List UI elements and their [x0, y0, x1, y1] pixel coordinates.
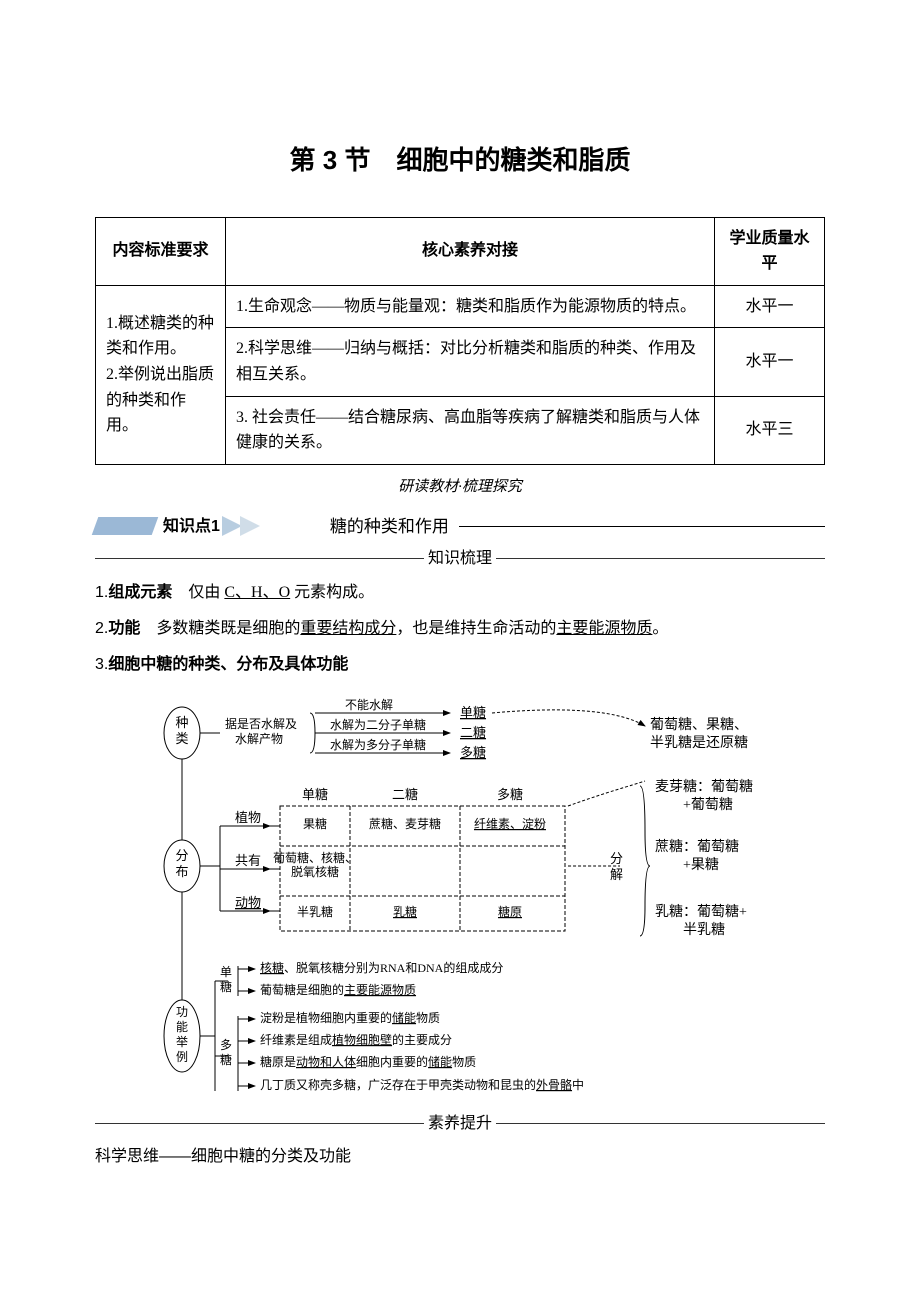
svg-text:脱氧核糖: 脱氧核糖 [291, 864, 339, 879]
th-level: 学业质量水平 [715, 217, 825, 285]
svg-text:葡萄糖是细胞的主要能源物质: 葡萄糖是细胞的主要能源物质 [260, 982, 416, 997]
svg-text:共有: 共有 [235, 853, 261, 868]
svg-text:葡萄糖、果糖、: 葡萄糖、果糖、 [650, 717, 748, 733]
th-requirement: 内容标准要求 [96, 217, 226, 285]
svg-text:单糖: 单糖 [302, 787, 328, 802]
knowledge-bar: 知识点1 糖的种类和作用 [95, 513, 825, 540]
svg-text:半乳糖: 半乳糖 [655, 922, 725, 938]
kb-underline [459, 526, 825, 527]
svg-text:纤维素、淀粉: 纤维素、淀粉 [474, 817, 546, 831]
svg-text:半乳糖是还原糖: 半乳糖是还原糖 [650, 735, 748, 751]
svg-text:植物: 植物 [235, 810, 261, 825]
page-title: 第 3 节 细胞中的糖类和脂质 [95, 140, 825, 182]
td-mid-2: 3. 社会责任——结合糖尿病、高血脂等疾病了解糖类和脂质与人体健康的关系。 [226, 396, 715, 464]
triangle-icon-2 [240, 516, 260, 536]
svg-text:多糖: 多糖 [497, 787, 523, 802]
svg-text:多糖: 多糖 [460, 745, 486, 760]
svg-text:种: 种 [175, 715, 188, 730]
svg-text:单糖: 单糖 [460, 705, 486, 720]
svg-text:类: 类 [175, 731, 188, 746]
sub-label-2: 素养提升 [424, 1111, 496, 1137]
svg-text:核糖、脱氧核糖分别为RNA和DNA的组成成分: 核糖、脱氧核糖分别为RNA和DNA的组成成分 [260, 960, 503, 975]
standards-table: 内容标准要求 核心素养对接 学业质量水平 1.概述糖类的种类和作用。 2.举例说… [95, 217, 825, 465]
td-right-2: 水平三 [715, 396, 825, 464]
sub-divider-1: 知识梳理 [95, 546, 825, 572]
svg-text:能: 能 [176, 1020, 188, 1034]
svg-text:二糖: 二糖 [460, 725, 486, 740]
para-1: 1.组成元素 仅由 C、H、O 元素构成。 [95, 578, 825, 608]
last-line: 科学思维——细胞中糖的分类及功能 [95, 1142, 825, 1172]
svg-text:水解产物: 水解产物 [235, 732, 283, 746]
svg-text:乳糖：葡萄糖+: 乳糖：葡萄糖+ [655, 904, 747, 920]
td-right-1: 水平一 [715, 328, 825, 396]
svg-text:葡萄糖、核糖、: 葡萄糖、核糖、 [273, 850, 357, 865]
kb-block-icon [92, 517, 159, 535]
th-core: 核心素养对接 [226, 217, 715, 285]
svg-text:几丁质又称壳多糖，广泛存在于甲壳类动物和昆虫的外骨骼中: 几丁质又称壳多糖，广泛存在于甲壳类动物和昆虫的外骨骼中 [260, 1077, 584, 1092]
svg-text:多: 多 [220, 1038, 232, 1052]
svg-text:半乳糖: 半乳糖 [297, 904, 333, 919]
svg-text:糖: 糖 [220, 1052, 232, 1067]
td-mid-1: 2.科学思维——归纳与概括：对比分析糖类和脂质的种类、作用及相互关系。 [226, 328, 715, 396]
td-left: 1.概述糖类的种类和作用。 2.举例说出脂质的种类和作用。 [96, 285, 226, 464]
svg-text:举: 举 [176, 1035, 188, 1049]
svg-text:糖原: 糖原 [498, 904, 522, 919]
svg-text:果糖: 果糖 [303, 816, 327, 831]
para-2: 2.功能 多数糖类既是细胞的重要结构成分，也是维持生命活动的主要能源物质。 [95, 614, 825, 644]
svg-text:分: 分 [610, 851, 623, 866]
knowledge-label: 知识点1 [163, 514, 220, 540]
svg-text:二糖: 二糖 [392, 787, 418, 802]
svg-text:解: 解 [610, 867, 623, 882]
svg-text:据是否水解及: 据是否水解及 [225, 717, 297, 731]
svg-text:不能水解: 不能水解 [345, 698, 393, 712]
svg-text:+葡萄糖: +葡萄糖 [655, 797, 733, 813]
svg-text:分: 分 [175, 848, 188, 863]
diagram: 种 类 分 布 功 能 举 例 据是否水解及 水解产物 不能水解 单糖 水解为二… [95, 691, 825, 1101]
sub-label-1: 知识梳理 [424, 546, 496, 572]
knowledge-title: 糖的种类和作用 [330, 513, 449, 540]
td-right-0: 水平一 [715, 285, 825, 328]
svg-text:水解为多分子单糖: 水解为多分子单糖 [330, 737, 426, 752]
sub-divider-2: 素养提升 [95, 1111, 825, 1137]
svg-text:麦芽糖：葡萄糖: 麦芽糖：葡萄糖 [655, 779, 753, 795]
svg-text:乳糖: 乳糖 [393, 904, 417, 919]
td-mid-0: 1.生命观念——物质与能量观：糖类和脂质作为能源物质的特点。 [226, 285, 715, 328]
svg-text:水解为二分子单糖: 水解为二分子单糖 [330, 717, 426, 732]
para-3: 3.细胞中糖的种类、分布及具体功能 [95, 650, 825, 680]
svg-text:单: 单 [220, 965, 232, 979]
svg-text:+果糖: +果糖 [655, 857, 719, 873]
svg-text:蔗糖：葡萄糖: 蔗糖：葡萄糖 [655, 839, 739, 855]
svg-text:蔗糖、麦芽糖: 蔗糖、麦芽糖 [369, 816, 441, 831]
svg-text:动物: 动物 [235, 895, 261, 910]
svg-text:淀粉是植物细胞内重要的储能物质: 淀粉是植物细胞内重要的储能物质 [260, 1010, 440, 1025]
triangle-icon-1 [222, 516, 242, 536]
svg-text:纤维素是组成植物细胞壁的主要成分: 纤维素是组成植物细胞壁的主要成分 [260, 1032, 452, 1047]
section-divider: 研读教材·梳理探究 [95, 475, 825, 499]
svg-text:布: 布 [175, 864, 188, 879]
svg-text:例: 例 [176, 1050, 188, 1064]
svg-text:糖: 糖 [220, 979, 232, 994]
svg-text:功: 功 [176, 1005, 188, 1019]
svg-text:糖原是动物和人体细胞内重要的储能物质: 糖原是动物和人体细胞内重要的储能物质 [260, 1054, 476, 1069]
